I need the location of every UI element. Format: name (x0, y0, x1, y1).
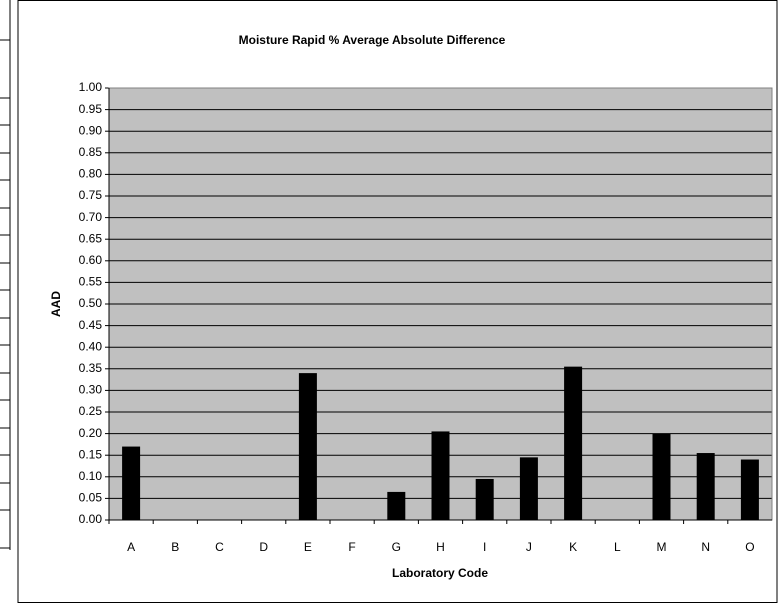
y-tick-label: 1.00 (79, 80, 103, 94)
y-tick-label: 0.20 (79, 426, 103, 440)
y-tick-label: 0.95 (79, 102, 103, 116)
x-tick-label: G (392, 540, 401, 554)
x-tick-label: F (348, 540, 355, 554)
bar (564, 366, 583, 520)
bar (298, 373, 317, 520)
y-tick-label: 0.45 (79, 318, 103, 332)
y-tick-label: 0.55 (79, 275, 103, 289)
y-tick-label: 0.40 (79, 339, 103, 353)
y-tick-label: 0.60 (79, 253, 103, 267)
y-tick-label: 0.85 (79, 145, 103, 159)
bar (475, 478, 494, 520)
y-tick-label: 0.35 (79, 361, 103, 375)
bar (519, 457, 538, 520)
y-tick-label: 0.25 (79, 404, 103, 418)
x-tick-label: M (657, 540, 667, 554)
bar (652, 433, 671, 520)
x-tick-label: B (171, 540, 179, 554)
x-axis-label: Laboratory Code (392, 566, 488, 580)
y-tick-label: 0.80 (79, 167, 103, 181)
y-tick-label: 0.50 (79, 296, 103, 310)
bar (387, 491, 406, 520)
bar (740, 459, 759, 520)
chart-title: Moisture Rapid % Average Absolute Differ… (239, 33, 506, 47)
bar (696, 453, 715, 520)
y-axis-label: AAD (49, 291, 63, 317)
y-tick-label: 0.10 (79, 469, 103, 483)
x-tick-label: A (127, 540, 135, 554)
x-tick-label: J (526, 540, 532, 554)
y-tick-label: 0.15 (79, 447, 103, 461)
x-tick-label: I (483, 540, 486, 554)
y-tick-label: 0.75 (79, 188, 103, 202)
y-tick-label: 0.65 (79, 231, 103, 245)
y-tick-label: 0.00 (79, 512, 103, 526)
bar (122, 446, 141, 520)
x-tick-label: H (436, 540, 445, 554)
x-tick-label: O (745, 540, 754, 554)
x-tick-label: C (215, 540, 224, 554)
left-table-edge (0, 0, 11, 550)
x-tick-label: D (259, 540, 268, 554)
x-tick-label: E (304, 540, 312, 554)
y-tick-label: 0.30 (79, 383, 103, 397)
y-tick-label: 0.05 (79, 491, 103, 505)
x-tick-label: K (569, 540, 577, 554)
bar (431, 431, 450, 520)
y-tick-label: 0.70 (79, 210, 103, 224)
y-tick-label: 0.90 (79, 123, 103, 137)
x-tick-label: N (701, 540, 710, 554)
x-tick-label: L (614, 540, 621, 554)
